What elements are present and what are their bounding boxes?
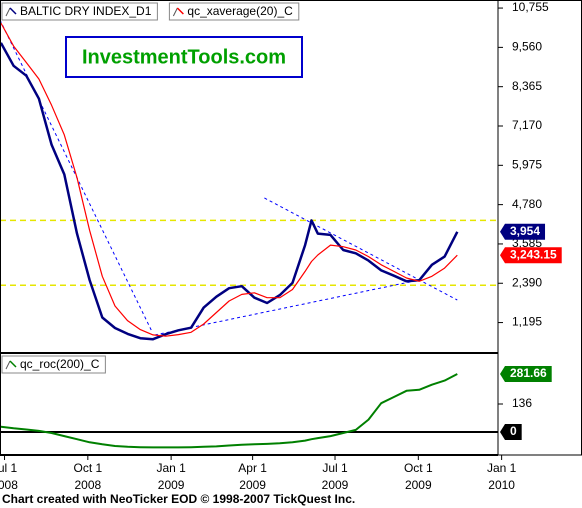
- annotation-box: [65, 36, 303, 78]
- x-tick-label: Oct 1: [73, 461, 102, 475]
- value-label: 281.66: [510, 366, 547, 380]
- x-tick-label: Oct 1: [404, 461, 433, 475]
- y-tick-label: 136: [512, 396, 532, 410]
- x-tick-label: 2008: [0, 478, 18, 492]
- legend-label: qc_xaverage(20)_C: [187, 4, 293, 18]
- legend-icon: [5, 7, 11, 17]
- x-tick-label: 2009: [405, 478, 432, 492]
- x-tick-label: Jul 1: [0, 461, 18, 475]
- x-tick-label: Jan 1: [156, 461, 186, 475]
- legend-label: BALTIC DRY INDEX_D1: [20, 4, 152, 18]
- x-tick-label: Jul 1: [322, 461, 348, 475]
- y-tick-label: 4,780: [512, 197, 542, 211]
- y-tick-label: 10,755: [512, 0, 549, 14]
- value-label: 3,954: [510, 224, 540, 238]
- value-label-box: [500, 247, 562, 264]
- value-label: 0: [510, 424, 517, 438]
- legend-icon: [9, 360, 17, 368]
- legend-box: [1, 2, 158, 21]
- legend-icon: [172, 7, 178, 17]
- value-label: 3,243.15: [510, 247, 557, 261]
- y-tick-label: 9,560: [512, 40, 542, 54]
- x-tick-label: 2009: [322, 478, 349, 492]
- series-line: [0, 42, 459, 341]
- series-line: [0, 22, 458, 337]
- y-tick-label: 7,170: [512, 118, 542, 132]
- y-tick-label: 8,365: [512, 79, 542, 93]
- legend-icon: [9, 7, 17, 15]
- trendline: [264, 197, 458, 301]
- legend-box: [168, 2, 300, 21]
- legend-icon: [5, 360, 11, 370]
- x-tick-label: Apr 1: [238, 461, 267, 475]
- value-label-box: [500, 223, 546, 240]
- legend-label: qc_roc(200)_C: [20, 357, 100, 371]
- y-tick-label: 5,975: [512, 157, 542, 171]
- x-tick-label: 2010: [488, 478, 515, 492]
- annotation: InvestmentTools.com: [82, 46, 286, 68]
- value-label-box: [500, 423, 522, 440]
- x-tick-label: 2009: [239, 478, 266, 492]
- series-line: [0, 373, 458, 449]
- y-tick-label: 1,195: [512, 315, 542, 329]
- footer: Chart created with NeoTicker EOD © 1998-…: [2, 492, 355, 506]
- legend-icon: [176, 7, 184, 15]
- legend-box: [1, 355, 106, 374]
- y-tick-label: 2,390: [512, 275, 542, 289]
- x-tick-label: 2008: [74, 478, 101, 492]
- x-tick-label: 2009: [158, 478, 185, 492]
- value-label-box: [500, 366, 552, 383]
- x-tick-label: Jan 1: [487, 461, 517, 475]
